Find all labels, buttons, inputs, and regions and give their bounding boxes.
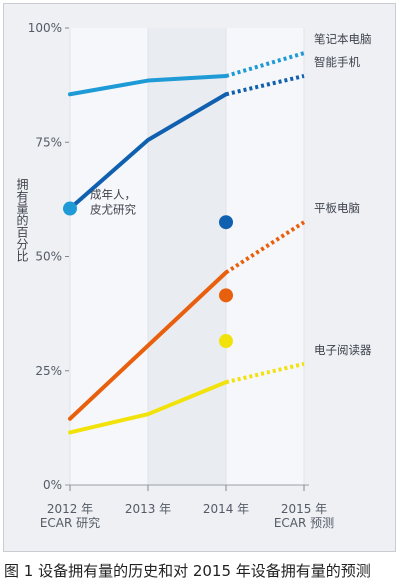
x-tick-label: ECAR 预测 [274, 516, 334, 530]
series-line [68, 270, 228, 421]
series-label: 笔记本电脑 [314, 32, 372, 46]
year-band [226, 28, 304, 485]
survey-point-label: 皮尤研究 [90, 203, 136, 217]
series-forecast-line [225, 51, 305, 78]
survey-point [63, 201, 77, 216]
y-tick-label: 100% [28, 21, 62, 35]
x-tick-label: 2015 年 [281, 502, 327, 516]
series-forecast-line [225, 361, 305, 385]
year-band [148, 28, 226, 485]
x-tick-label: ECAR 研究 [40, 515, 100, 530]
survey-point [219, 215, 233, 230]
series-line [68, 92, 228, 211]
series-forecast-line [225, 74, 305, 97]
series-label: 平板电脑 [314, 201, 360, 215]
y-tick-label: 75% [35, 135, 62, 149]
y-tick-label: 0% [43, 478, 62, 492]
survey-point-label: 成年人， [90, 188, 136, 202]
year-bands [69, 28, 305, 485]
chart-frame: 0% 25% 50% 75% 100% 拥有量的百分比 2012 年 ECAR 研究 2013… [3, 3, 396, 552]
series-label: 电子阅读器 [314, 343, 372, 357]
y-axis-label: 拥有量的百分比 [15, 178, 29, 263]
y-axis: 0% 25% 50% 75% 100% 拥有量的百分比 [15, 21, 69, 492]
x-tick-label: 2014 年 [203, 502, 249, 516]
series-label: 智能手机 [314, 55, 360, 69]
y-tick-label: 25% [35, 364, 62, 378]
x-tick-label: 2012 年 [47, 502, 93, 516]
x-tick-label: 2013 年 [125, 502, 171, 516]
survey-point [219, 288, 233, 303]
series-lines [68, 51, 306, 435]
survey-point [219, 334, 233, 349]
series-line [68, 73, 228, 97]
y-tick-label: 50% [35, 250, 62, 264]
series-line [68, 380, 228, 435]
figure-caption: 图 1 设备拥有量的历史和对 2015 年设备拥有量的预测 [4, 562, 371, 580]
survey-points [63, 201, 233, 349]
